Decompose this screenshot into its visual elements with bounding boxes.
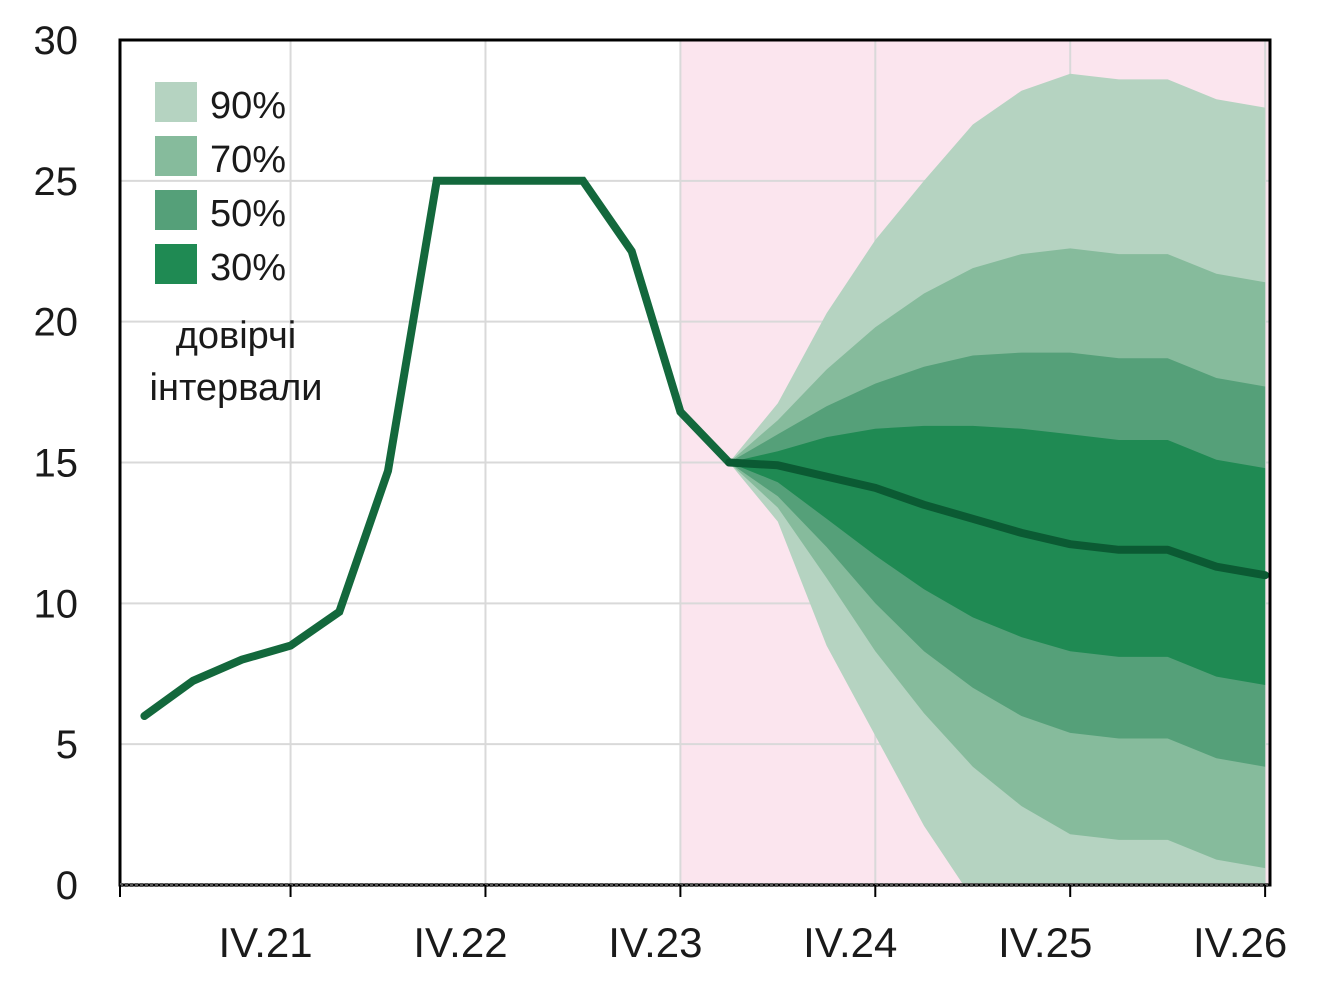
x-tick-label: IV.26: [1193, 919, 1287, 966]
y-tick-label: 5: [56, 723, 78, 767]
legend-swatch: [155, 244, 197, 284]
history-line: [140, 176, 734, 720]
legend: 90% 70% 50% 30% довірчі інтервали: [150, 82, 323, 409]
legend-label: 90%: [210, 85, 286, 127]
legend-title: інтервали: [150, 367, 323, 409]
forecast-median-line: [725, 458, 1270, 580]
y-axis: 0 5 10 15 20 25 30: [34, 19, 79, 908]
legend-swatch: [155, 190, 197, 230]
y-tick-label: 10: [34, 582, 79, 626]
confidence-bands: [729, 73, 1266, 885]
y-tick-label: 30: [34, 19, 79, 63]
x-tick-label: IV.21: [218, 919, 312, 966]
data-lines: [140, 176, 1270, 720]
y-tick-label: 0: [56, 864, 78, 908]
x-axis: IV.21 IV.22 IV.23 IV.24 IV.25 IV.26: [119, 883, 1287, 966]
y-tick-label: 25: [34, 160, 79, 204]
legend-label: 70%: [210, 139, 286, 181]
legend-swatch: [155, 136, 197, 176]
x-tick-label: IV.23: [608, 919, 702, 966]
legend-title: довірчі: [176, 315, 296, 357]
legend-swatch: [155, 82, 197, 122]
legend-label: 50%: [210, 193, 286, 235]
x-tick-label: IV.24: [803, 919, 897, 966]
y-tick-label: 15: [34, 442, 79, 486]
x-tick-label: IV.25: [998, 919, 1092, 966]
band-30: [729, 425, 1266, 685]
y-tick-label: 20: [34, 301, 79, 345]
legend-label: 30%: [210, 247, 286, 289]
x-tick-label: IV.22: [413, 919, 507, 966]
